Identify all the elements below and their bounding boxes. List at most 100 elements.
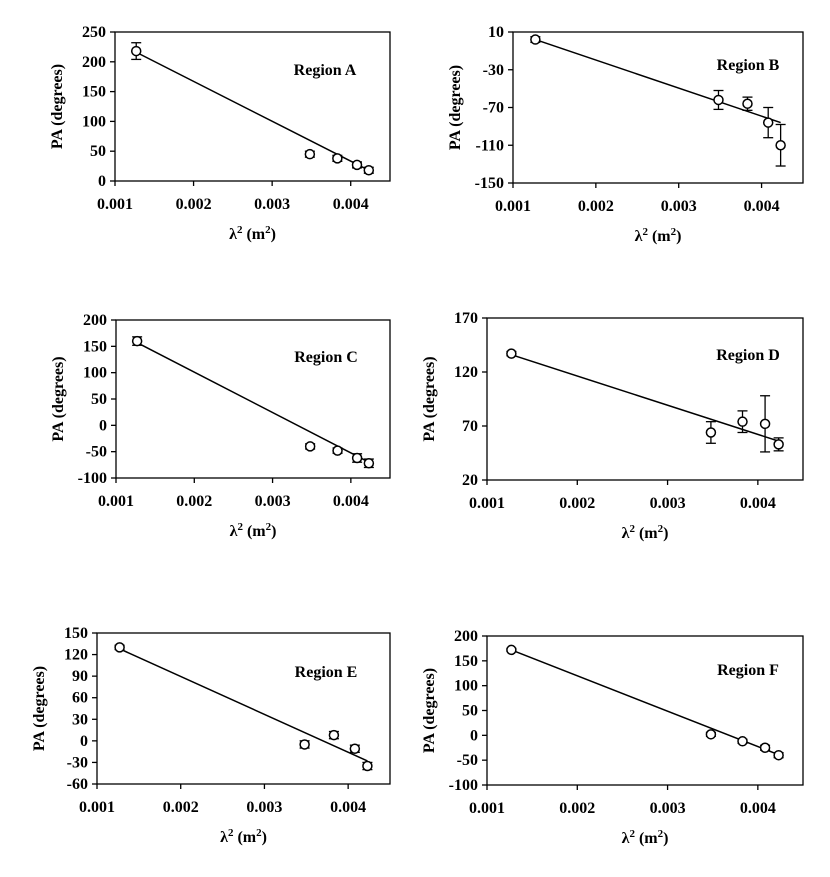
- data-point: [304, 148, 316, 160]
- y-tick-label: -100: [78, 470, 107, 487]
- y-tick-label: 30: [72, 711, 88, 728]
- y-tick-label: 150: [64, 625, 88, 642]
- y-tick-label: -50: [86, 444, 107, 461]
- data-point: [114, 642, 125, 653]
- data-point: [762, 117, 774, 128]
- y-tick-label: 120: [454, 364, 478, 381]
- x-axis-label: λ2 (m2): [622, 828, 669, 847]
- data-point: [131, 335, 143, 347]
- y-tick-label: -30: [483, 62, 504, 79]
- superscript-2: 2: [237, 521, 243, 533]
- superscript-2: 2: [265, 224, 271, 236]
- x-tick-label: 0.004: [740, 495, 776, 512]
- data-point: [351, 159, 363, 171]
- x-axis-label: λ2 (m2): [635, 226, 682, 245]
- x-tick-label: 0.001: [98, 493, 134, 510]
- y-tick-label: -60: [67, 776, 88, 793]
- y-tick-label: 200: [83, 312, 107, 329]
- y-tick-label: 0: [80, 733, 88, 750]
- data-point: [713, 94, 724, 106]
- x-axis-label-part: (m: [639, 830, 658, 847]
- y-tick-label: 10: [488, 24, 504, 41]
- panel-6: -100 -50 0 50 100 150 200 0.001 0.002 0.003 0.004 R…: [421, 628, 804, 847]
- x-axis-label-part: λ: [635, 228, 643, 245]
- panel-title: Region E: [295, 664, 358, 681]
- x-tick-label: 0.003: [661, 198, 697, 215]
- y-tick-label: 0: [98, 173, 106, 190]
- superscript-2: 2: [658, 523, 664, 535]
- data-point: [773, 749, 784, 761]
- data-point: [332, 153, 343, 164]
- x-axis-label-part: ): [271, 523, 276, 540]
- data-point: [363, 458, 375, 469]
- fit-line: [535, 38, 781, 124]
- panel-2: -150 -110 -70 -30 10 0.001 0.002 0.003 0.004 Regi…: [447, 24, 804, 245]
- x-axis-label: λ2 (m2): [229, 224, 276, 243]
- fit-line: [136, 341, 370, 463]
- x-axis-label: λ2 (m2): [220, 827, 267, 846]
- data-point: [775, 140, 786, 151]
- x-tick-label: 0.002: [578, 198, 614, 215]
- y-axis-label: PA (degrees): [49, 64, 66, 149]
- x-tick-label: 0.003: [246, 799, 282, 816]
- x-tick-label: 0.002: [176, 493, 212, 510]
- x-axis-label-part: λ: [229, 226, 237, 243]
- data-point: [742, 98, 753, 109]
- x-tick-label: 0.004: [330, 799, 366, 816]
- panel-4: 20 70 120 170 0.001 0.002 0.003 0.004 Region D PA…: [421, 310, 804, 542]
- y-tick-label: 250: [82, 24, 106, 41]
- data-point: [759, 742, 771, 753]
- data-point: [705, 729, 717, 740]
- y-tick-label: 50: [462, 703, 478, 720]
- data-point: [328, 729, 340, 741]
- data-point: [705, 427, 717, 438]
- data-point: [362, 760, 373, 772]
- data-point: [299, 739, 310, 750]
- y-axis-label: PA (degrees): [421, 356, 438, 441]
- y-tick-label: -100: [449, 777, 478, 794]
- y-tick-label: 100: [454, 678, 478, 695]
- plot-frame: [512, 31, 804, 184]
- x-axis-label-part: (m: [639, 525, 658, 542]
- data-point: [349, 743, 361, 755]
- y-tick-label: 170: [454, 310, 478, 327]
- data-point: [530, 34, 541, 45]
- x-axis-label-part: λ: [220, 829, 228, 846]
- panel-title: Region A: [294, 62, 357, 79]
- data-point: [332, 445, 343, 456]
- y-tick-label: 150: [82, 84, 106, 101]
- superscript-2: 2: [642, 226, 648, 238]
- panel-5: -60 -30 0 30 60 90 120 150 0.001 0.002 0.003 0.004 R…: [31, 625, 391, 846]
- superscript-2: 2: [237, 224, 243, 236]
- panel-3: -100 -50 0 50 100 150 200 0.001 0.002 0.003 0.004 R…: [50, 312, 391, 540]
- data-point: [759, 418, 771, 430]
- plot-frame: [115, 319, 391, 479]
- x-axis-label-part: (m: [237, 829, 256, 846]
- y-tick-label: 100: [82, 113, 106, 130]
- plot-frame: [96, 632, 391, 785]
- x-tick-label: 0.002: [559, 495, 595, 512]
- data-point: [737, 736, 748, 747]
- x-axis-label-part: (m: [246, 226, 265, 243]
- x-tick-label: 0.004: [740, 800, 776, 817]
- y-tick-label: 0: [99, 417, 107, 434]
- y-axis-label: PA (degrees): [31, 666, 48, 751]
- x-axis-label-part: ): [663, 830, 668, 847]
- y-axis-label: PA (degrees): [447, 65, 464, 150]
- superscript-2: 2: [629, 828, 635, 840]
- data-point: [506, 644, 517, 656]
- x-axis-label-part: λ: [622, 830, 630, 847]
- y-tick-label: -30: [67, 754, 88, 771]
- data-point: [304, 441, 316, 452]
- y-tick-label: 0: [470, 727, 478, 744]
- y-tick-label: 150: [83, 338, 107, 355]
- y-axis-label: PA (degrees): [50, 356, 67, 441]
- x-tick-label: 0.004: [333, 493, 369, 510]
- y-tick-label: -110: [476, 137, 504, 154]
- x-axis-label-part: (m: [247, 523, 266, 540]
- superscript-2: 2: [671, 226, 677, 238]
- y-tick-label: -150: [475, 175, 504, 192]
- x-tick-label: 0.002: [176, 196, 212, 213]
- panel-1: 0 50 100 150 200 250 0.001 0.002 0.003 0.004 Regio…: [49, 24, 391, 243]
- x-tick-label: 0.002: [559, 800, 595, 817]
